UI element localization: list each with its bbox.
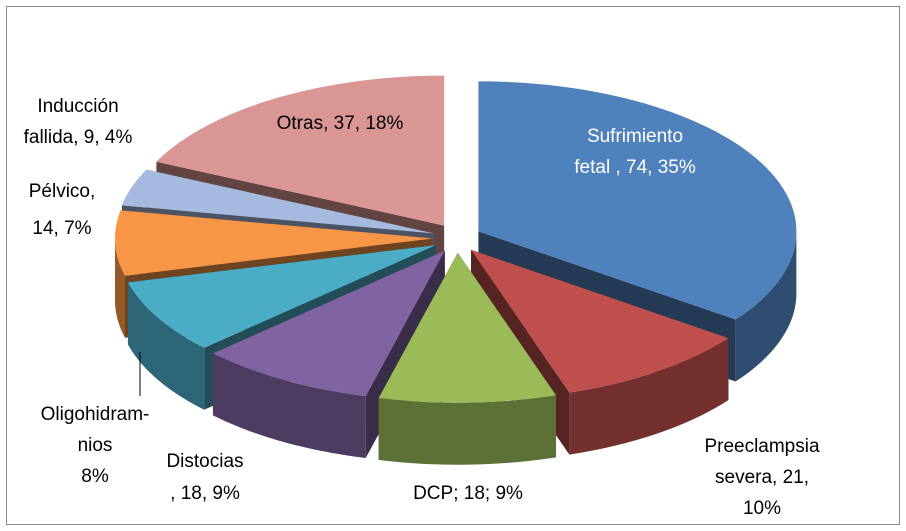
slice-wall <box>735 231 797 382</box>
data-label: nios <box>78 435 113 456</box>
data-label: Oligohidram- <box>41 404 150 425</box>
data-label: Preeclampsia <box>704 436 820 457</box>
slice-wall <box>115 238 126 338</box>
slice-wall <box>378 395 557 465</box>
slice <box>378 252 557 403</box>
slice-group <box>378 252 557 465</box>
slice-wall <box>212 353 366 458</box>
data-label: 14, 7% <box>32 218 91 239</box>
data-label: DCP; 18; 9% <box>413 483 523 504</box>
slice <box>156 75 445 226</box>
data-label: Sufrimiento <box>587 126 683 147</box>
data-label: Otras, 37, 18% <box>277 113 404 134</box>
slice <box>115 210 434 276</box>
data-label: , 18, 9% <box>170 483 240 504</box>
data-label: Inducción <box>37 96 118 117</box>
data-label: Distocias <box>166 451 243 472</box>
data-label: severa, 21, <box>715 467 809 488</box>
slice <box>471 249 729 393</box>
slice <box>478 81 797 320</box>
data-label: Pélvico, <box>29 181 96 202</box>
slice <box>127 245 436 348</box>
slice <box>212 250 445 396</box>
data-label: fallida, 9, 4% <box>24 127 133 148</box>
data-label: 8% <box>81 466 109 487</box>
slice <box>121 169 435 234</box>
data-label: 10% <box>743 498 781 519</box>
slice-wall <box>569 338 729 455</box>
data-label: fetal , 74, 35% <box>574 157 696 178</box>
slice-wall <box>127 282 205 410</box>
